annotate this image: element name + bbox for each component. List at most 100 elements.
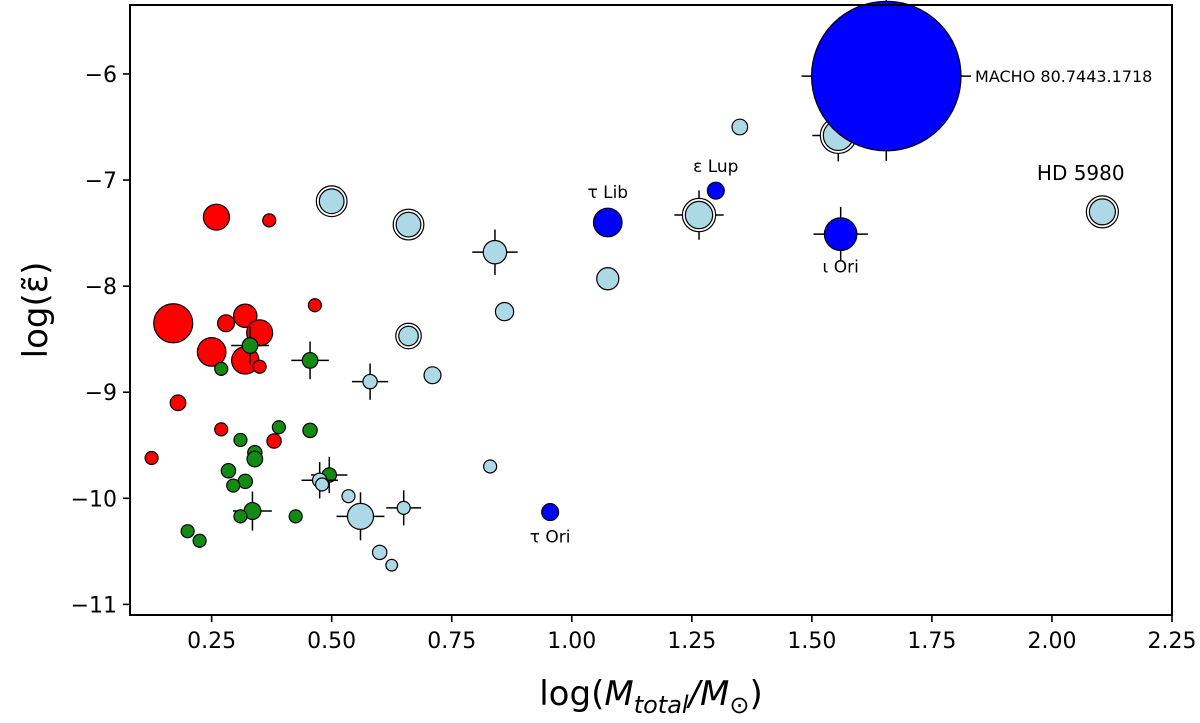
red-data-point bbox=[153, 303, 194, 344]
x-axis-ticks: 0.25 0.50 0.75 1.00 1.25 1.50 1.75 2.00 2.25 bbox=[187, 615, 1196, 654]
blue-data-point bbox=[541, 503, 560, 522]
point-marker bbox=[396, 500, 411, 515]
point-marker bbox=[241, 337, 259, 354]
x-axis-title-prefix: log( bbox=[539, 674, 604, 714]
point-marker bbox=[169, 394, 187, 412]
point-label: ι Ori bbox=[823, 257, 859, 277]
blue-data-point bbox=[706, 181, 725, 200]
point-marker bbox=[494, 301, 515, 322]
x-axis-title-main: M bbox=[604, 674, 633, 714]
green-data-point bbox=[231, 326, 269, 365]
red-data-point bbox=[144, 450, 159, 466]
y-tick-label: −11 bbox=[71, 593, 117, 618]
red-data-point bbox=[214, 422, 229, 437]
point-marker bbox=[596, 267, 620, 291]
point-marker bbox=[483, 459, 498, 474]
point-marker bbox=[371, 544, 388, 561]
point-marker bbox=[271, 420, 286, 435]
y-tick-label: −9 bbox=[85, 381, 117, 406]
lightblue-data-point bbox=[351, 363, 389, 400]
point-marker bbox=[196, 337, 227, 367]
blue-data-point bbox=[813, 206, 868, 262]
lightblue-data-point bbox=[1085, 195, 1119, 229]
x-axis-title-sep: /M bbox=[686, 674, 730, 714]
point-marker bbox=[233, 432, 248, 448]
y-tick-label: −10 bbox=[71, 487, 117, 512]
y-tick-label: −8 bbox=[85, 275, 117, 300]
lightblue-data-point bbox=[385, 558, 399, 572]
point-label: MACHO 80.7443.1718 bbox=[975, 67, 1152, 86]
red-data-point bbox=[262, 213, 277, 228]
plot-frame bbox=[129, 4, 1173, 616]
point-marker bbox=[341, 489, 356, 504]
point-marker bbox=[684, 200, 714, 230]
x-tick-label: 2.00 bbox=[1027, 629, 1076, 654]
point-marker bbox=[423, 366, 442, 385]
lightblue-data-point bbox=[371, 544, 388, 561]
red-data-point bbox=[196, 337, 227, 367]
point-label: τ Ori bbox=[530, 528, 571, 548]
green-data-point bbox=[226, 478, 241, 493]
point-marker bbox=[214, 422, 229, 437]
green-data-point bbox=[233, 432, 248, 448]
y-axis-ticks: −6 −7 −8 −9 −10 −11 bbox=[71, 63, 130, 618]
red-data-point bbox=[202, 203, 231, 231]
green-data-point bbox=[302, 422, 318, 439]
point-marker bbox=[246, 450, 264, 468]
green-data-point bbox=[220, 462, 237, 479]
point-marker bbox=[346, 502, 375, 530]
point-marker bbox=[252, 359, 267, 374]
data-points-layer bbox=[144, 0, 1119, 572]
lightblue-data-point bbox=[731, 118, 749, 136]
lightblue-data-point bbox=[336, 492, 385, 541]
point-marker bbox=[233, 509, 248, 524]
y-tick-label: −6 bbox=[85, 63, 117, 88]
point-marker bbox=[301, 351, 319, 369]
x-axis-title-sub2: ⊙ bbox=[729, 691, 749, 719]
annotation-label: HD 5980 bbox=[1037, 161, 1125, 185]
lightblue-data-point bbox=[472, 229, 518, 275]
point-marker bbox=[395, 211, 422, 238]
x-axis-title: log(Mtotal/M⊙) bbox=[539, 674, 763, 719]
green-data-point bbox=[288, 509, 303, 524]
red-data-point bbox=[307, 298, 322, 313]
point-marker bbox=[266, 433, 282, 449]
red-data-point bbox=[169, 394, 187, 412]
point-labels: MACHO 80.7443.1718 τ Lib ε Lup ι Ori τ Ori HD… bbox=[530, 67, 1153, 547]
point-marker bbox=[202, 203, 231, 231]
y-axis-title: log(ε̃) bbox=[16, 262, 56, 359]
x-tick-label: 1.00 bbox=[547, 629, 596, 654]
point-marker bbox=[180, 524, 195, 539]
lightblue-data-point bbox=[341, 489, 356, 504]
point-marker bbox=[318, 188, 345, 215]
green-data-point bbox=[271, 420, 286, 435]
x-tick-label: 1.25 bbox=[667, 629, 716, 654]
red-data-point bbox=[232, 303, 258, 329]
x-tick-label: 1.50 bbox=[787, 629, 836, 654]
red-data-point bbox=[216, 314, 236, 333]
green-data-point bbox=[214, 361, 229, 376]
point-marker bbox=[731, 118, 749, 136]
point-marker bbox=[216, 314, 236, 333]
lightblue-data-point bbox=[395, 322, 422, 350]
lightblue-data-point bbox=[423, 366, 442, 385]
point-marker bbox=[823, 217, 858, 251]
point-marker bbox=[214, 361, 229, 376]
point-marker bbox=[541, 503, 560, 522]
green-data-point bbox=[233, 509, 248, 524]
point-marker bbox=[232, 303, 258, 329]
blue-data-point bbox=[592, 207, 623, 238]
point-marker bbox=[226, 478, 241, 493]
point-marker bbox=[398, 325, 419, 347]
point-marker bbox=[362, 373, 378, 390]
lightblue-data-point bbox=[314, 477, 330, 492]
point-marker bbox=[302, 422, 318, 439]
lightblue-data-point bbox=[386, 490, 422, 526]
point-marker bbox=[144, 450, 159, 466]
x-tick-label: 1.75 bbox=[907, 629, 956, 654]
red-data-point bbox=[252, 359, 267, 374]
point-label: ε Lup bbox=[693, 157, 738, 177]
point-marker bbox=[592, 207, 623, 238]
red-data-point bbox=[266, 433, 282, 449]
lightblue-data-point bbox=[392, 208, 425, 241]
